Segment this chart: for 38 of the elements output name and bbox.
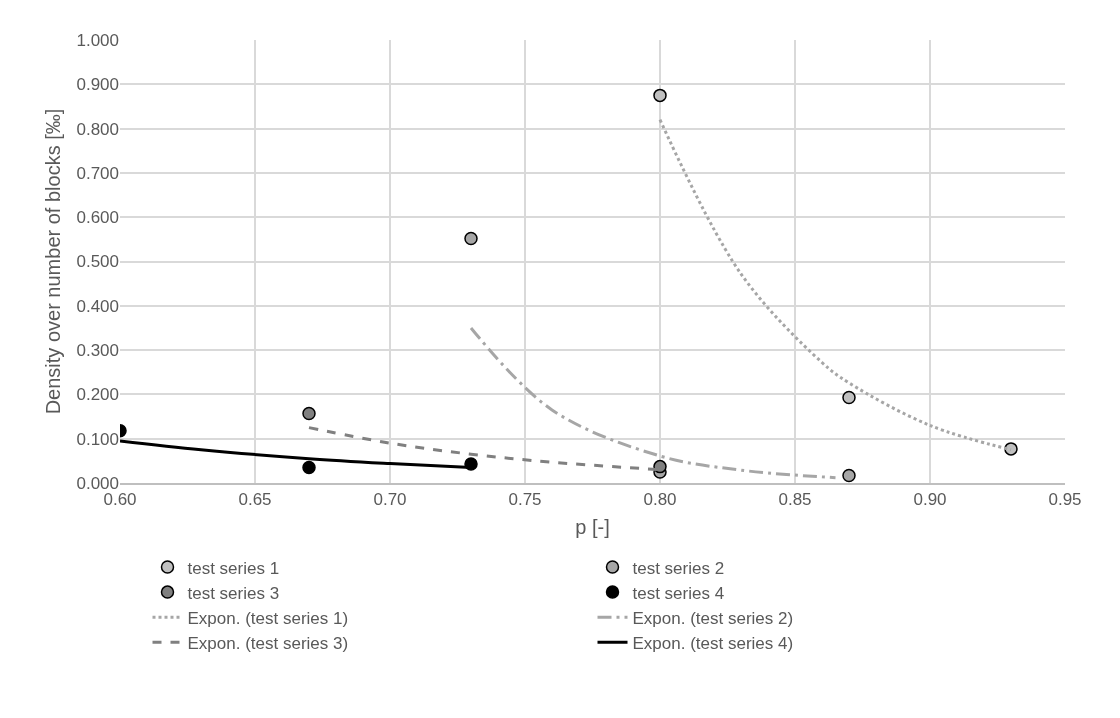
y-tick-label: 0.600 [76,208,119,228]
x-tick-label: 0.90 [913,490,947,510]
legend-label: test series 3 [187,583,280,603]
y-tick-label: 0.400 [76,296,119,316]
y-tick-label: 0.000 [76,473,119,493]
point [464,231,478,246]
x-tick-label: 0.80 [643,490,677,510]
x-tick-label: 0.75 [508,490,542,510]
legend-label: Expon. (test series 1) [187,608,349,628]
y-tick-label: 0.900 [76,75,119,95]
point [302,406,316,421]
x-tick-label: 0.65 [238,490,272,510]
point [842,390,856,405]
point [653,88,667,103]
line-series [469,326,837,480]
legend-label: Expon. (test series 2) [632,608,794,628]
y-tick-label: 0.100 [76,429,119,449]
y-tick-label: 0.800 [76,119,119,139]
legend-label: test series 1 [187,558,280,578]
legend-label: Expon. (test series 4) [632,633,794,653]
y-axis-title: Density over number of blocks [‰] [41,108,64,415]
x-axis-title: p [-] [575,516,610,539]
legend-label: test series 2 [632,558,725,578]
y-tick-label: 0.200 [76,385,119,405]
legend-label: Expon. (test series 3) [187,633,349,653]
x-tick-label: 0.85 [778,490,812,510]
legend-label: test series 4 [632,583,725,603]
point [842,468,856,483]
y-tick-label: 0.300 [76,341,119,361]
x-tick-label: 0.70 [373,490,407,510]
x-tick-label: 0.95 [1048,490,1082,510]
y-tick-label: 0.500 [76,252,119,272]
y-tick-label: 1.000 [76,30,119,50]
point [1004,442,1018,456]
x-tick-label: 0.60 [103,490,137,510]
point [653,459,667,474]
y-tick-label: 0.700 [76,163,119,183]
point [302,460,316,475]
